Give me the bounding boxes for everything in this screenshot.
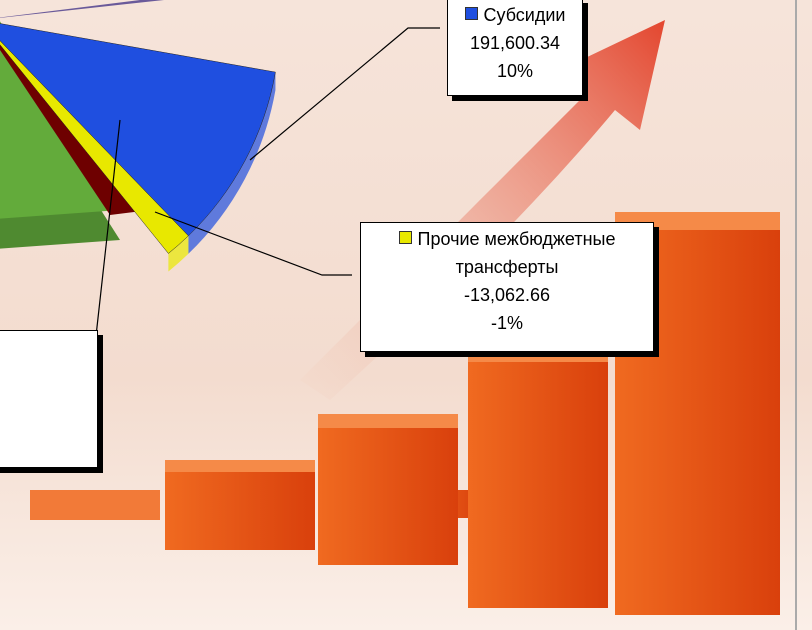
pie-slice xyxy=(0,23,276,237)
slice-name: Субсидии xyxy=(483,5,566,25)
slice-side xyxy=(188,72,276,254)
legend-swatch xyxy=(398,231,412,244)
pie-slice xyxy=(0,40,189,254)
slice-value: -13,062.66 xyxy=(463,285,551,305)
label-name-line: Прочие межбюджетные трансферты xyxy=(361,225,653,281)
label-box: Прочие межбюджетные трансферты -13,062.66… xyxy=(360,222,654,352)
slice-percent: -1% xyxy=(490,313,523,333)
label-box xyxy=(0,330,98,468)
slice-name: Прочие межбюджетные трансферты xyxy=(417,229,616,277)
slice-value: 191,600.34 xyxy=(469,33,561,53)
legend-swatch xyxy=(464,7,478,20)
label-box: Субсидии 191,600.34 10% xyxy=(447,0,583,96)
slice-side xyxy=(168,235,189,272)
label-name-line: Субсидии xyxy=(448,1,582,29)
pie-slices xyxy=(0,23,276,272)
slice-percent: 10% xyxy=(496,61,534,81)
leader-lines xyxy=(94,27,440,346)
